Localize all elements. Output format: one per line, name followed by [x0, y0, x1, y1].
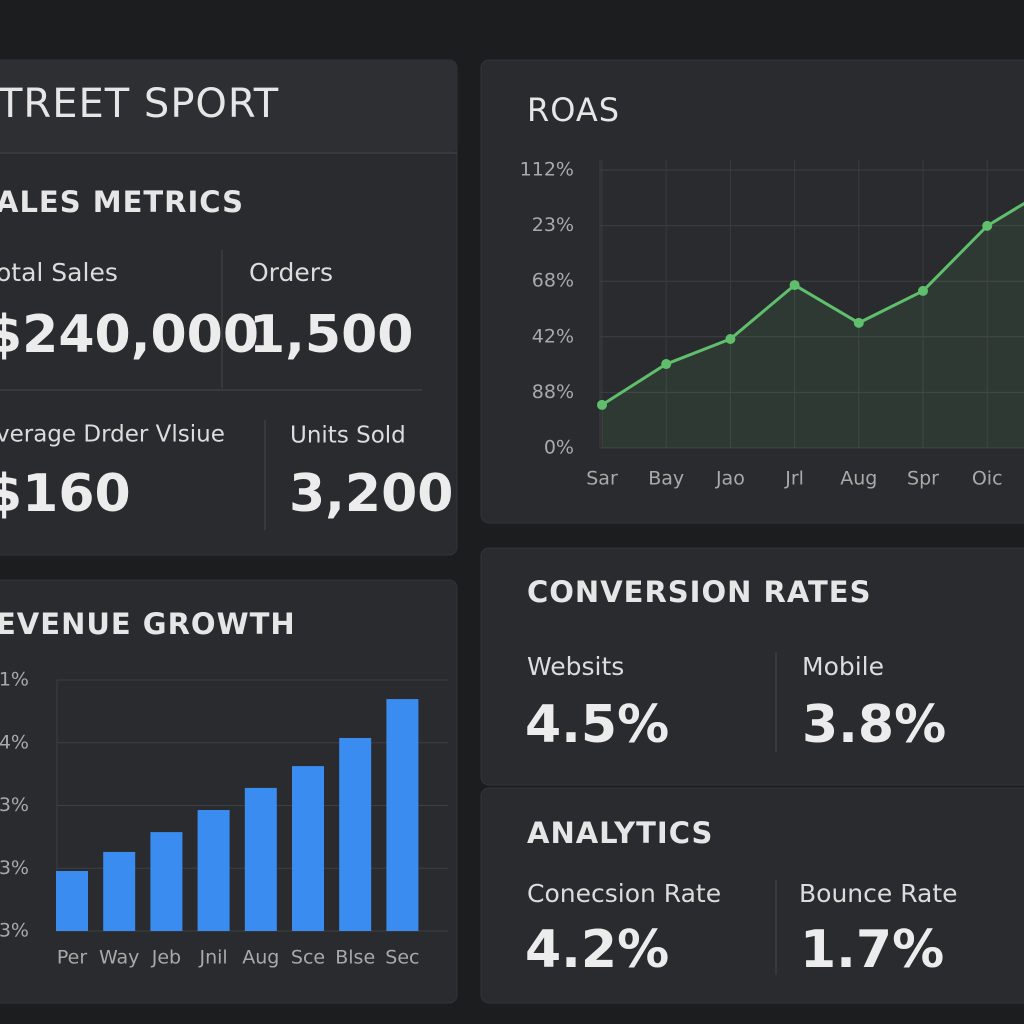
app-title: TREET SPORT: [0, 81, 279, 127]
x-tick-label: Sar: [586, 468, 618, 490]
x-tick-label: Jeb: [151, 947, 181, 969]
x-tick-label: Aug: [242, 947, 279, 969]
point: [597, 399, 607, 410]
bar: [103, 851, 136, 931]
point: [853, 317, 864, 328]
y-tick-label: 42%: [532, 325, 574, 347]
bar: [150, 832, 183, 931]
y-tick-label: 1%: [0, 669, 29, 691]
x-tick-label: Jrl: [784, 468, 804, 490]
metric-label: Mobile: [802, 652, 884, 681]
x-tick-label: Oic: [972, 468, 1003, 490]
bar: [386, 699, 419, 931]
metric-value: 3,200: [289, 464, 453, 524]
metric-value: 4.2%: [525, 920, 669, 980]
x-tick-label: Blse: [335, 947, 375, 969]
x-tick-label: Bay: [648, 468, 684, 490]
x-tick-label: Jao: [715, 468, 745, 490]
metric-label: Conecsion Rate: [527, 879, 721, 908]
section-title: ANALYTICS: [527, 816, 713, 850]
y-tick-label: 3%: [0, 857, 29, 879]
line: [601, 201, 1024, 407]
bar: [244, 787, 277, 931]
area: [602, 203, 1024, 448]
y-tick-label: 23%: [532, 214, 574, 236]
metric-value: 4.5%: [525, 695, 669, 755]
x-tick-label: Aug: [840, 468, 877, 490]
point: [918, 285, 928, 296]
metric-value: 3.8%: [802, 695, 946, 755]
bar: [56, 871, 88, 931]
point: [982, 220, 993, 231]
metric-value: $160: [0, 464, 131, 524]
y-tick-label: 3%: [0, 794, 29, 816]
x-tick-label: Sce: [291, 947, 325, 969]
y-tick-label: 4%: [0, 731, 29, 753]
y-tick-label: 68%: [532, 270, 574, 292]
conversion-panel: [480, 547, 1024, 786]
metric-value: 1.7%: [800, 920, 944, 980]
x-tick-label: Jnil: [198, 947, 227, 969]
point: [789, 280, 800, 291]
x-tick-label: Per: [57, 947, 87, 969]
metric-label: verage Drder Vlsiue: [0, 422, 225, 448]
analytics-panel: [480, 787, 1024, 1004]
x-tick-label: Spr: [907, 468, 939, 490]
chart-title: EVENUE GROWTH: [0, 607, 296, 641]
x-tick-label: Sec: [385, 947, 419, 969]
bar: [197, 810, 230, 931]
y-tick-label: 112%: [520, 159, 574, 181]
bar: [292, 766, 324, 931]
metric-label: Units Sold: [290, 423, 406, 449]
metric-label: Websits: [527, 652, 624, 681]
chart-title: ROAS: [527, 91, 620, 129]
y-tick-label: 0%: [544, 437, 574, 459]
bar: [339, 737, 372, 931]
x-tick-label: Way: [99, 947, 139, 969]
point: [725, 334, 736, 345]
section-title: CONVERSION RATES: [527, 575, 872, 609]
roas-panel: [480, 59, 1024, 524]
section-title: ALES METRICS: [0, 185, 244, 219]
y-tick-label: 88%: [532, 381, 574, 403]
header-band: [0, 60, 457, 153]
point: [661, 359, 672, 370]
metric-value: $240,000: [0, 305, 259, 365]
metric-value: 1,500: [249, 305, 413, 365]
y-tick-label: 3%: [0, 920, 29, 942]
metric-label: otal Sales: [0, 258, 118, 287]
metric-label: Bounce Rate: [799, 879, 958, 908]
metric-label: Orders: [249, 258, 333, 287]
